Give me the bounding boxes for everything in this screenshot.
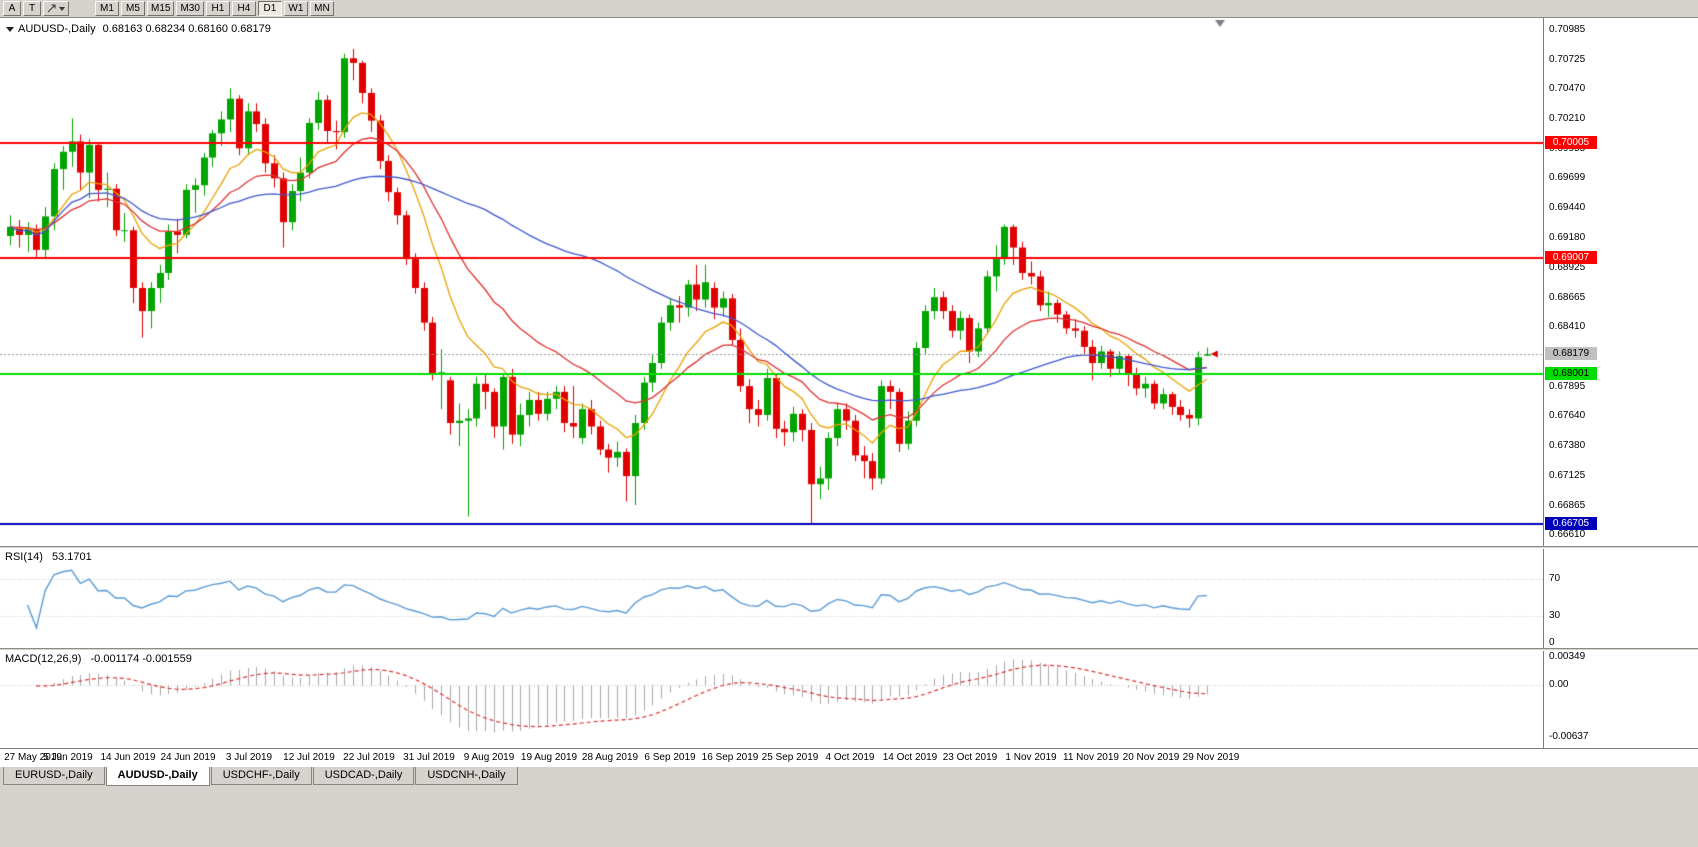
chart-symbol-label: AUDUSD-,Daily: [18, 23, 96, 35]
time-axis-label: 11 Nov 2019: [1063, 752, 1119, 763]
time-axis-label: 12 Jul 2019: [283, 752, 335, 763]
price-level-label: 0.68001: [1545, 367, 1597, 381]
main-chart-plot[interactable]: [0, 18, 1543, 546]
chart-title: AUDUSD-,Daily 0.68163 0.68234 0.68160 0.…: [6, 23, 271, 35]
toolbar-button-t[interactable]: T: [23, 1, 41, 16]
chart-menu-icon: [6, 26, 14, 32]
price-tick-label: 0.70725: [1549, 54, 1586, 65]
timeframe-button-d1[interactable]: D1: [257, 1, 282, 16]
tab-usdchf-daily[interactable]: USDCHF-,Daily: [210, 767, 312, 785]
time-axis-label: 19 Aug 2019: [520, 752, 578, 763]
time-axis-label: 3 Jul 2019: [225, 752, 273, 763]
macd-title: MACD(12,26,9) -0.001174 -0.001559: [5, 653, 192, 665]
price-tick-label: 0.67125: [1549, 469, 1586, 481]
price-tick-label: 0.68665: [1549, 291, 1586, 303]
rsi-axis-label: 0: [1549, 637, 1555, 648]
time-axis-label: 9 Aug 2019: [463, 752, 515, 763]
tab-bar: EURUSD-,Daily AUDUSD-,Daily USDCHF-,Daily U…: [0, 766, 1698, 786]
chart-ohlc-values: 0.68163 0.68234 0.68160 0.68179: [102, 23, 271, 35]
price-tick-label: 0.70210: [1549, 113, 1586, 125]
bid-price-label: 0.68179: [1545, 346, 1597, 360]
time-axis-label: 29 Nov 2019: [1182, 752, 1240, 763]
macd-label: MACD(12,26,9): [5, 653, 82, 665]
tab-usdcnh-daily[interactable]: USDCNH-,Daily: [415, 767, 518, 785]
time-axis-label: 25 Sep 2019: [761, 752, 819, 763]
timeframe-button-w1[interactable]: W1: [283, 1, 308, 16]
timeframe-button-mn[interactable]: MN: [309, 1, 334, 16]
status-area: [0, 786, 1698, 847]
time-axis-label: 14 Oct 2019: [882, 752, 938, 763]
time-axis-label: 31 Jul 2019: [403, 752, 455, 763]
macd-axis-label: -0.00637: [1549, 730, 1589, 742]
price-tick-label: 0.66865: [1549, 499, 1586, 511]
rsi-axis-label: 70: [1549, 573, 1561, 585]
tab-usdcad-daily[interactable]: USDCAD-,Daily: [312, 767, 415, 785]
time-axis-label: 4 Oct 2019: [825, 752, 875, 763]
cursor-tool-icon: [47, 4, 56, 13]
rsi-title: RSI(14) 53.1701: [5, 551, 92, 563]
time-axis-label: 28 Aug 2019: [581, 752, 639, 763]
price-tick-label: 0.69699: [1549, 172, 1586, 184]
toolbar: A T M1 M5 M15 M30 H1 H4 D1 W1 MN: [0, 0, 1698, 18]
timeframe-button-m15[interactable]: M15: [147, 1, 175, 16]
time-axis-label: 14 Jun 2019: [100, 752, 156, 763]
rsi-label: RSI(14): [5, 551, 43, 563]
price-tick-label: 0.70985: [1549, 24, 1586, 35]
time-axis-label: 20 Nov 2019: [1122, 752, 1180, 763]
cursor-tool-button[interactable]: [43, 1, 69, 16]
timeframe-button-h4[interactable]: H4: [231, 1, 256, 16]
panel-splitter-macd[interactable]: [0, 648, 1698, 651]
macd-plot[interactable]: [0, 651, 1543, 748]
rsi-value: 53.1701: [51, 551, 92, 563]
price-level-label: 0.66705: [1545, 517, 1597, 531]
macd-value: -0.001174 -0.001559: [90, 653, 192, 665]
price-tick-label: 0.67380: [1549, 440, 1586, 452]
price-tick-label: 0.66610: [1549, 529, 1586, 540]
price-tick-label: 0.68925: [1549, 261, 1586, 273]
timeframe-button-m1[interactable]: M1: [95, 1, 119, 16]
timeframe-group: M1 M5 M15 M30 H1 H4 D1 W1 MN: [95, 1, 334, 16]
toolbar-button-a[interactable]: A: [3, 1, 21, 16]
price-tick-label: 0.69440: [1549, 202, 1586, 214]
dropdown-caret-icon: [59, 6, 65, 11]
rsi-plot[interactable]: [0, 549, 1543, 648]
price-tick-label: 0.69180: [1549, 232, 1586, 244]
price-axis[interactable]: 0.709850.707250.704700.702100.699550.696…: [1543, 18, 1698, 748]
tab-eurusd-daily[interactable]: EURUSD-,Daily: [3, 767, 105, 785]
price-tick-label: 0.67895: [1549, 380, 1586, 392]
price-tick-label: 0.68410: [1549, 321, 1586, 333]
chart-window: AUDUSD-,Daily 0.68163 0.68234 0.68160 0.…: [0, 18, 1698, 748]
time-axis-label: 1 Nov 2019: [1005, 752, 1057, 763]
time-axis-label: 6 Sep 2019: [644, 752, 696, 763]
time-axis[interactable]: 27 May 2019 5 Jun 2019 14 Jun 2019 24 Jun 2…: [0, 748, 1698, 766]
timeframe-button-m5[interactable]: M5: [121, 1, 145, 16]
price-tick-label: 0.70470: [1549, 83, 1586, 95]
price-level-label: 0.69007: [1545, 251, 1597, 265]
panel-splitter-rsi[interactable]: [0, 546, 1698, 549]
macd-axis-label: 0.00: [1549, 679, 1569, 691]
price-level-label: 0.70005: [1545, 136, 1597, 150]
macd-axis-label: 0.00349: [1549, 651, 1586, 663]
timeframe-button-h1[interactable]: H1: [205, 1, 230, 16]
time-axis-label: 27 May 2019: [4, 752, 62, 763]
time-axis-label: 5 Jun 2019: [43, 752, 93, 763]
rsi-axis-label: 30: [1549, 609, 1561, 621]
time-axis-label: 22 Jul 2019: [343, 752, 395, 763]
timeframe-button-m30[interactable]: M30: [176, 1, 204, 16]
tab-audusd-daily[interactable]: AUDUSD-,Daily: [105, 767, 210, 786]
price-tick-label: 0.67640: [1549, 410, 1586, 422]
time-axis-label: 16 Sep 2019: [701, 752, 759, 763]
time-axis-label: 24 Jun 2019: [160, 752, 216, 763]
time-axis-label: 23 Oct 2019: [942, 752, 998, 763]
